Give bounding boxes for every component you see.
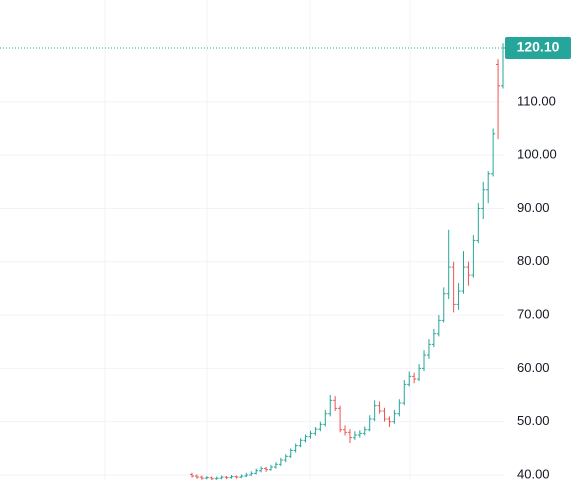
last-price-box [505, 36, 571, 59]
y-tick-label: 80.00 [517, 253, 550, 268]
last-price-label: 120.10 [517, 39, 560, 55]
y-tick-label: 110.00 [517, 93, 556, 108]
y-tick-label: 70.00 [517, 306, 550, 321]
y-tick-label: 40.00 [517, 466, 550, 480]
y-tick-label: 60.00 [517, 360, 550, 375]
y-tick-label: 50.00 [517, 413, 550, 428]
y-tick-label: 100.00 [517, 147, 557, 162]
y-tick-label: 90.00 [517, 200, 550, 215]
